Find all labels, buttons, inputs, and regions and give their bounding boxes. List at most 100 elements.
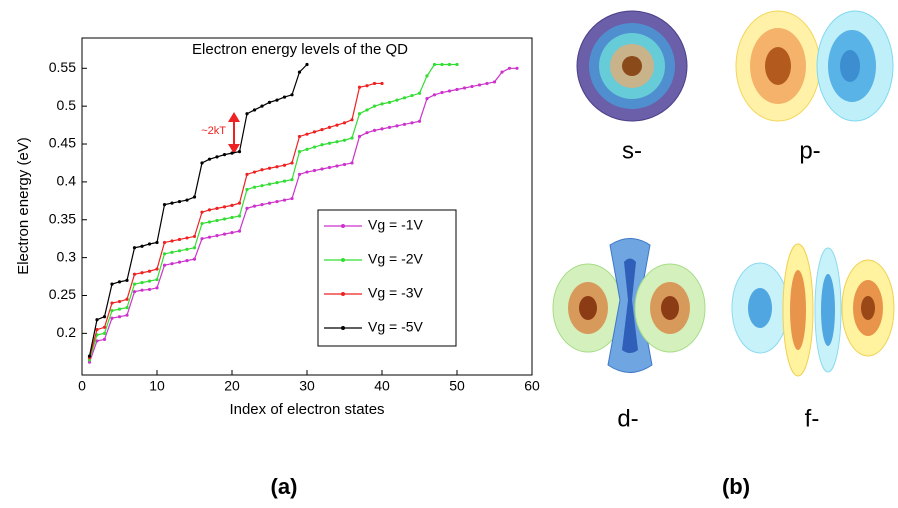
data-point [222, 153, 227, 157]
data-point [387, 125, 392, 129]
data-point [125, 313, 129, 317]
data-point [155, 286, 159, 290]
data-point [410, 121, 414, 125]
data-point [230, 203, 234, 207]
data-point [425, 96, 429, 101]
data-point [230, 231, 234, 235]
data-point [275, 199, 279, 204]
y-tick-label: 0.35 [49, 210, 76, 226]
data-point [267, 166, 272, 170]
data-point [200, 161, 204, 165]
data-point [200, 210, 204, 214]
data-point [312, 130, 317, 134]
legend-marker [341, 258, 345, 262]
data-point [245, 206, 249, 210]
data-point [230, 151, 234, 155]
data-point [275, 181, 279, 185]
data-point [380, 127, 384, 131]
data-point [252, 108, 257, 112]
y-tick-label: 0.5 [57, 97, 77, 113]
data-point [132, 290, 137, 294]
data-point [282, 95, 287, 99]
data-point [140, 244, 144, 248]
data-point [132, 272, 137, 276]
orbital-shape [790, 270, 806, 350]
data-point [327, 141, 332, 145]
y-tick-label: 0.4 [57, 173, 77, 189]
data-point [117, 315, 122, 319]
data-point [305, 62, 309, 67]
data-point [155, 240, 159, 245]
data-point [462, 86, 467, 90]
data-point [147, 287, 152, 292]
data-point [282, 179, 287, 183]
data-point [237, 149, 242, 154]
data-point [215, 206, 219, 210]
data-point [215, 155, 219, 159]
data-point [327, 125, 332, 129]
data-point [455, 87, 459, 92]
data-point [245, 187, 249, 192]
data-point [485, 81, 489, 86]
data-point [207, 220, 212, 224]
data-point [312, 145, 317, 149]
data-point [297, 149, 302, 154]
data-point [252, 185, 257, 189]
data-point [335, 140, 339, 144]
x-axis-label: Index of electron states [229, 401, 384, 418]
data-point [365, 84, 369, 88]
data-point [252, 170, 257, 174]
data-point [102, 325, 107, 329]
data-point [372, 104, 377, 108]
d-orbital [552, 238, 706, 373]
data-point [365, 108, 369, 112]
data-point [200, 221, 204, 226]
data-point [290, 93, 294, 97]
x-tick-label: 50 [449, 378, 465, 394]
data-point [87, 358, 92, 362]
y-tick-label: 0.2 [57, 324, 77, 340]
data-point [222, 232, 227, 236]
data-point [260, 203, 264, 207]
data-point [425, 74, 429, 78]
data-point [222, 217, 227, 221]
data-point [492, 80, 497, 84]
data-point [185, 247, 189, 251]
y-tick-label: 0.25 [49, 286, 76, 302]
data-point [417, 91, 422, 95]
data-point [402, 96, 407, 100]
annotation-arrowheads [228, 112, 240, 154]
p-orbital [735, 10, 894, 122]
s-orbital [576, 10, 688, 122]
data-point [207, 235, 212, 239]
data-point [237, 229, 242, 233]
data-point [500, 70, 504, 74]
data-point [305, 132, 309, 136]
data-point [320, 143, 324, 147]
data-point [237, 201, 242, 205]
data-point [102, 315, 107, 319]
data-point [387, 100, 392, 104]
data-point [335, 164, 339, 168]
panel-label: (b) [722, 474, 750, 499]
data-point [207, 157, 212, 161]
data-point [155, 267, 159, 271]
data-point [372, 128, 377, 132]
data-point [192, 195, 197, 199]
orbital-label: d- [617, 405, 638, 432]
data-point [117, 280, 122, 284]
f-orbital [731, 243, 895, 377]
data-point [342, 138, 347, 142]
data-point [215, 218, 219, 223]
orbital-shape [861, 296, 875, 320]
data-point [290, 196, 294, 201]
data-point [320, 167, 324, 171]
data-point [260, 168, 264, 172]
legend-marker [341, 326, 345, 330]
data-point [447, 89, 452, 93]
data-point [320, 128, 324, 132]
legend: Vg = -1V Vg = -2V Vg = -3V Vg = -5V [317, 209, 457, 347]
data-point [170, 201, 174, 205]
data-point [162, 252, 167, 256]
data-point [147, 242, 152, 246]
